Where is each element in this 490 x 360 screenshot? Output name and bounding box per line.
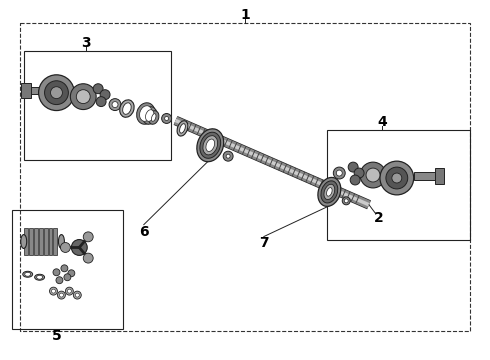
Circle shape [45, 81, 69, 105]
Circle shape [93, 84, 103, 94]
Circle shape [83, 232, 93, 242]
Ellipse shape [23, 271, 33, 277]
Circle shape [59, 293, 63, 297]
Bar [39, 228, 43, 255]
Ellipse shape [122, 103, 131, 114]
Ellipse shape [197, 129, 224, 162]
Bar [53, 228, 57, 255]
Ellipse shape [180, 124, 185, 133]
Circle shape [354, 168, 364, 178]
Text: 6: 6 [139, 225, 148, 239]
Circle shape [226, 154, 230, 158]
Text: 5: 5 [51, 329, 61, 343]
Ellipse shape [324, 184, 335, 199]
Text: 7: 7 [259, 235, 269, 249]
Circle shape [51, 289, 55, 293]
Text: 3: 3 [81, 36, 91, 50]
Ellipse shape [24, 272, 31, 276]
Circle shape [72, 239, 87, 255]
Ellipse shape [200, 132, 220, 158]
Circle shape [65, 287, 74, 295]
Circle shape [392, 173, 402, 183]
Circle shape [223, 151, 233, 161]
Bar [435, 168, 444, 184]
Circle shape [344, 199, 348, 203]
Circle shape [64, 274, 71, 281]
Ellipse shape [146, 110, 154, 121]
Bar [24, 228, 28, 255]
Circle shape [165, 117, 169, 121]
Bar [20, 23, 470, 331]
Circle shape [360, 162, 386, 188]
Bar [24, 51, 171, 160]
Circle shape [342, 197, 350, 205]
Ellipse shape [151, 114, 156, 121]
Circle shape [333, 167, 345, 179]
Circle shape [336, 170, 342, 176]
Circle shape [386, 167, 408, 189]
Circle shape [56, 277, 63, 284]
Text: 4: 4 [377, 116, 387, 130]
Circle shape [109, 99, 121, 111]
Bar [21, 83, 31, 98]
Ellipse shape [143, 107, 157, 124]
Circle shape [112, 102, 118, 108]
Ellipse shape [137, 103, 155, 124]
Bar [34, 228, 38, 255]
Circle shape [350, 175, 360, 185]
Bar [29, 228, 33, 255]
Circle shape [76, 90, 90, 104]
Ellipse shape [318, 177, 341, 206]
Bar [44, 228, 48, 255]
Ellipse shape [206, 139, 215, 152]
Circle shape [96, 96, 106, 107]
Circle shape [380, 161, 414, 195]
Circle shape [61, 265, 68, 272]
Bar [49, 228, 52, 255]
Circle shape [83, 253, 93, 263]
Circle shape [366, 168, 380, 182]
Circle shape [60, 243, 71, 252]
Circle shape [57, 291, 65, 299]
Ellipse shape [58, 235, 64, 248]
Circle shape [68, 270, 75, 277]
Bar [12, 210, 123, 329]
Circle shape [39, 75, 74, 111]
Bar [327, 130, 470, 239]
Ellipse shape [35, 274, 45, 280]
Circle shape [71, 84, 96, 109]
Circle shape [162, 113, 172, 123]
Ellipse shape [321, 181, 338, 203]
Bar [414, 172, 436, 180]
Ellipse shape [177, 121, 188, 136]
Bar [24, 87, 42, 94]
Ellipse shape [21, 235, 26, 248]
Circle shape [100, 90, 110, 100]
Ellipse shape [203, 136, 218, 155]
Ellipse shape [140, 106, 152, 121]
Circle shape [75, 293, 79, 297]
Ellipse shape [120, 100, 134, 117]
Ellipse shape [326, 188, 332, 196]
Text: 1: 1 [240, 8, 250, 22]
Ellipse shape [37, 275, 43, 279]
Circle shape [53, 269, 60, 276]
Ellipse shape [148, 111, 159, 124]
Circle shape [68, 289, 72, 293]
Text: 2: 2 [374, 211, 384, 225]
Circle shape [74, 291, 81, 299]
Circle shape [50, 87, 62, 99]
Circle shape [348, 162, 358, 172]
Circle shape [49, 287, 57, 295]
